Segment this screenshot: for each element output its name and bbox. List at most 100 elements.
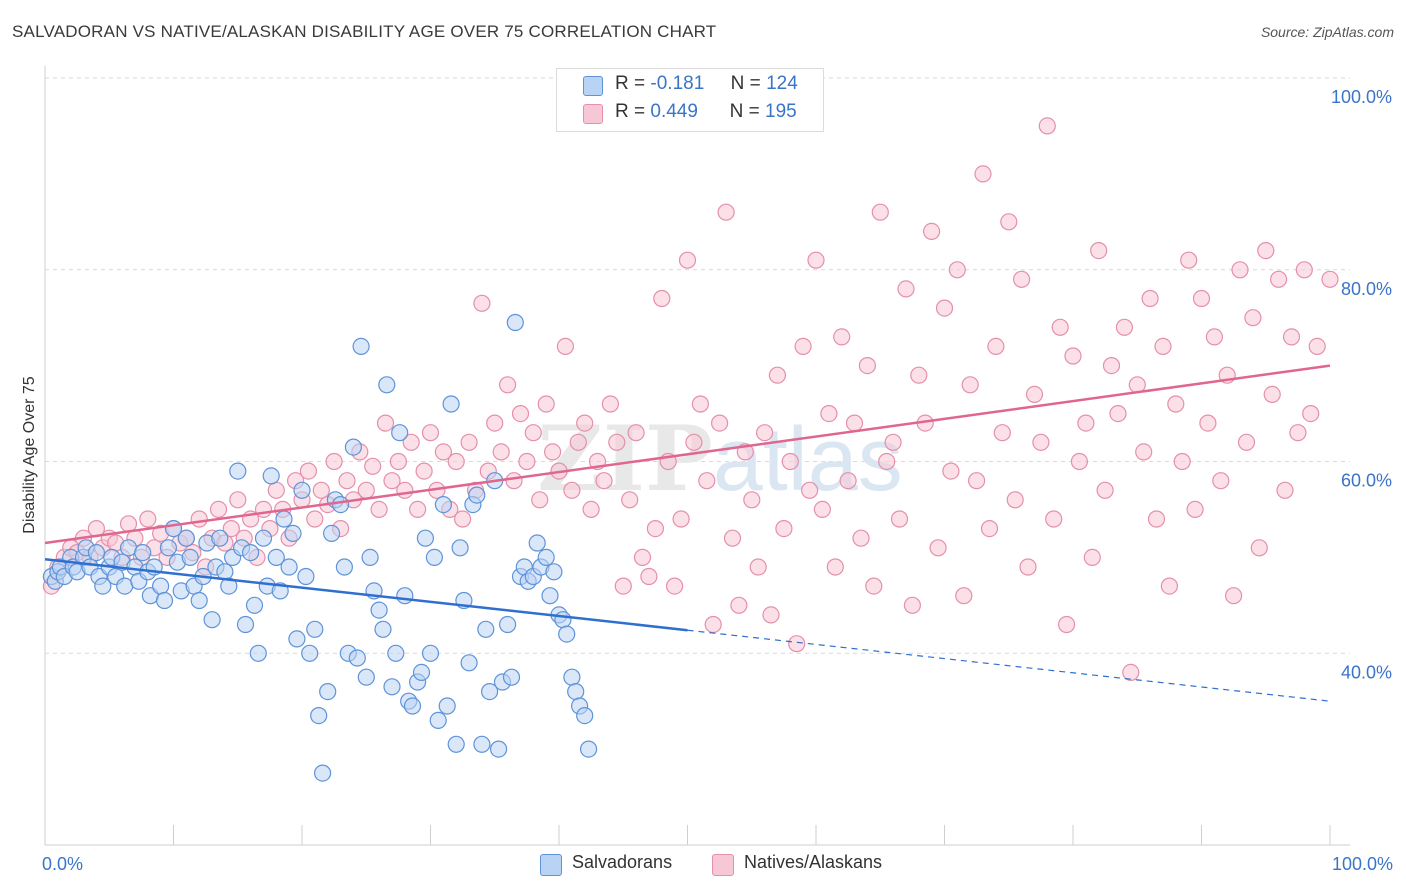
native-point — [486, 414, 504, 432]
native-point — [948, 261, 966, 279]
salvadoran-point — [502, 668, 521, 686]
native-point — [1090, 242, 1108, 260]
salvadoran-point — [541, 587, 559, 605]
salvadoran-point — [396, 587, 414, 605]
salvadoran-point — [403, 697, 422, 715]
n-value: 124 — [766, 73, 798, 94]
native-point — [1231, 261, 1249, 279]
native-point — [833, 328, 851, 346]
native-point — [383, 472, 401, 490]
salvadoran-point — [293, 481, 311, 499]
salvadoran-point — [314, 764, 332, 782]
native-point — [1006, 491, 1024, 509]
native-point — [1199, 414, 1217, 432]
source-label: Source: ZipAtlas.com — [1260, 24, 1394, 40]
salvadoran-point — [383, 678, 401, 696]
native-point — [640, 567, 658, 586]
native-point — [364, 457, 382, 475]
n-label: N = — [729, 101, 760, 122]
salvadoran-point — [245, 596, 264, 614]
native-point — [1064, 347, 1082, 365]
salvadorans-trend-line — [44, 558, 688, 632]
native-point — [1180, 251, 1198, 269]
salvadoran-point — [451, 539, 469, 557]
native-point — [524, 424, 542, 442]
r-value: -0.181 — [650, 73, 705, 94]
salvadoran-point — [352, 337, 370, 355]
native-point — [665, 577, 684, 595]
salvadoran-point — [391, 424, 409, 442]
native-point — [601, 395, 620, 413]
salvadoran-point — [473, 735, 491, 753]
salvadoran-point — [87, 543, 106, 562]
native-point — [1263, 385, 1281, 403]
salvadoran-point — [242, 543, 260, 562]
salvadoran-point — [567, 682, 585, 701]
r-label: R = — [615, 101, 646, 122]
salvadoran-point — [576, 706, 594, 725]
native-point — [775, 519, 793, 538]
axes — [44, 66, 1350, 846]
salvadoran-point — [361, 548, 379, 567]
salvadoran-point — [229, 462, 247, 480]
native-point — [1032, 433, 1050, 451]
r-label: R = — [615, 73, 646, 94]
salvadoran-point — [506, 313, 524, 332]
native-point — [608, 433, 626, 451]
salvadoran-point — [236, 615, 255, 634]
native-point — [576, 414, 594, 432]
native-point — [781, 452, 799, 471]
salvadoran-point — [181, 548, 199, 567]
salvadorans-swatch — [540, 854, 562, 876]
salvadoran-point — [545, 563, 563, 581]
salvadorans-trend-extension — [687, 629, 1331, 702]
native-point — [1057, 615, 1076, 634]
native-point — [922, 222, 941, 240]
native-point — [627, 424, 645, 442]
salvadoran-point — [442, 395, 460, 413]
native-point — [878, 452, 896, 471]
salvadoran-point — [177, 529, 195, 547]
native-point — [980, 519, 999, 538]
native-point — [421, 424, 440, 442]
native-point — [595, 472, 613, 490]
native-point — [299, 462, 317, 480]
salvadoran-point — [537, 548, 555, 567]
native-point — [460, 433, 478, 451]
native-point — [543, 443, 562, 461]
salvadorans-swatch — [583, 76, 603, 96]
salvadoran-point — [374, 620, 392, 638]
native-point — [1102, 357, 1121, 375]
native-point — [723, 529, 742, 547]
salvadoran-point — [152, 577, 170, 595]
native-point — [743, 491, 761, 509]
native-point — [1025, 385, 1044, 403]
native-point — [1077, 414, 1095, 432]
salvadoran-point — [579, 740, 598, 758]
native-point — [1257, 242, 1275, 260]
y-tick-label: 80.0% — [1341, 279, 1392, 299]
native-point — [389, 452, 407, 471]
salvadoran-point — [297, 567, 315, 586]
native-point — [762, 606, 780, 624]
native-point — [267, 481, 285, 499]
native-point — [813, 500, 832, 518]
native-point — [1205, 328, 1224, 346]
native-point — [1160, 577, 1179, 595]
y-tick-label: 40.0% — [1341, 662, 1392, 682]
native-point — [987, 337, 1005, 355]
natives-swatch — [712, 854, 734, 876]
native-point — [1302, 405, 1320, 423]
x-tick-label: 100.0% — [1332, 854, 1393, 874]
salvadoran-point — [460, 654, 478, 672]
native-point — [1192, 289, 1211, 308]
tick-labels: 40.0% 60.0% 80.0% 100.0% 0.0% 100.0% — [42, 87, 1393, 874]
salvadoran-point — [332, 496, 350, 514]
native-point — [1289, 424, 1307, 442]
native-point — [633, 548, 652, 567]
native-point — [865, 577, 883, 595]
salvadoran-point — [438, 697, 456, 715]
native-point — [1154, 337, 1172, 355]
native-point — [730, 596, 748, 614]
salvadoran-point — [211, 529, 229, 547]
